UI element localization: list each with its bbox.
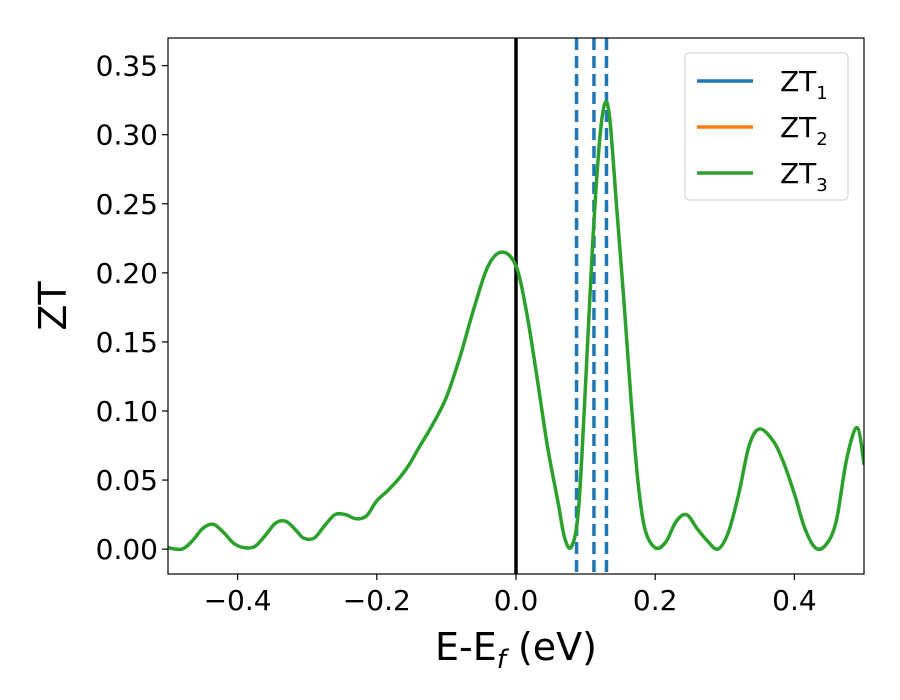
legend: ZT1 ZT2 ZT3 bbox=[684, 52, 849, 201]
legend-label-zt3: ZT3 bbox=[780, 157, 828, 196]
legend-label-zt1: ZT1 bbox=[780, 65, 828, 104]
y-tick-label: 0.05 bbox=[96, 464, 158, 497]
reference-lines bbox=[514, 38, 609, 574]
y-tick-label: 0.00 bbox=[96, 533, 158, 566]
y-tick-label: 0.10 bbox=[96, 395, 158, 428]
x-tick-label: −0.2 bbox=[343, 584, 411, 617]
x-axis: −0.4 −0.2 0.0 0.2 0.4 bbox=[204, 574, 817, 617]
y-tick-label: 0.15 bbox=[96, 326, 158, 359]
y-axis-title: ZT bbox=[31, 281, 75, 331]
x-tick-label: 0.2 bbox=[633, 584, 678, 617]
y-tick-label: 0.20 bbox=[96, 257, 158, 290]
series-lines bbox=[168, 100, 864, 552]
legend-box bbox=[684, 52, 849, 201]
y-tick-label: 0.25 bbox=[96, 188, 158, 221]
series-line-zt3 bbox=[168, 100, 864, 552]
x-axis-title-main: E-E bbox=[435, 625, 497, 669]
x-axis-title: E-Ef (eV) bbox=[435, 625, 597, 675]
x-axis-title-suffix: (eV) bbox=[506, 625, 597, 669]
x-tick-label: 0.0 bbox=[494, 584, 539, 617]
legend-label-zt2: ZT2 bbox=[780, 111, 828, 150]
x-tick-label: −0.4 bbox=[204, 584, 272, 617]
y-axis: 0.00 0.05 0.10 0.15 0.20 0.25 0.30 0.35 bbox=[96, 50, 168, 566]
y-tick-label: 0.35 bbox=[96, 50, 158, 83]
y-tick-label: 0.30 bbox=[96, 119, 158, 152]
x-tick-label: 0.4 bbox=[772, 584, 817, 617]
